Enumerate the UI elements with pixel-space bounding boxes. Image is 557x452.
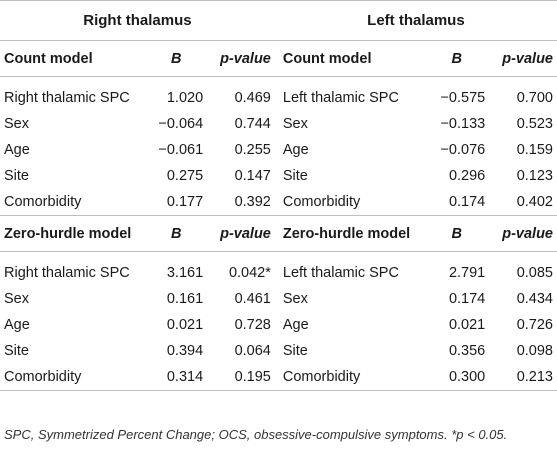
b-cell: 0.177 <box>166 194 204 210</box>
p-cell: 0.700 <box>516 90 553 106</box>
variable-cell: Left thalamic SPC <box>282 265 399 281</box>
b-cell: −0.575 <box>440 90 486 106</box>
results-table: Right thalamus Left thalamus Count model… <box>0 0 557 391</box>
variable-cell: Sex <box>4 291 29 307</box>
p-cell: 0.461 <box>234 291 271 307</box>
b-cell: 0.296 <box>448 168 486 184</box>
p-cell: 0.255 <box>234 142 271 158</box>
b-cell: −0.061 <box>158 142 204 158</box>
p-cell: 0.726 <box>516 317 553 333</box>
table-row: Age 0.021 0.728 Age 0.021 0.726 <box>0 312 557 338</box>
variable-cell: Site <box>282 168 308 184</box>
b-header-left: B <box>420 40 486 77</box>
variable-cell: Age <box>282 317 309 333</box>
table-row: Age −0.061 0.255 Age −0.076 0.159 <box>0 137 557 163</box>
table-row: Comorbidity 0.314 0.195 Comorbidity 0.30… <box>0 364 557 391</box>
table-row: Sex −0.064 0.744 Sex −0.133 0.523 <box>0 111 557 137</box>
b-cell: 0.021 <box>448 317 486 333</box>
count-header-row: Count model B p-value Count model B p-va… <box>0 40 557 77</box>
variable-cell: Site <box>282 343 308 359</box>
zero-hurdle-label-right: Zero-hurdle model <box>0 215 142 252</box>
b-cell: 2.791 <box>448 265 486 281</box>
table-row: Right thalamic SPC 1.020 0.469 Left thal… <box>0 77 557 112</box>
b-cell: 3.161 <box>166 265 204 281</box>
b-cell: −0.064 <box>158 116 204 132</box>
zero-hurdle-header-row: Zero-hurdle model B p-value Zero-hurdle … <box>0 215 557 252</box>
p-header-right: p-value <box>203 40 275 77</box>
p-header-left: p-value <box>485 215 557 252</box>
variable-cell: Comorbidity <box>282 194 361 210</box>
b-header-right: B <box>141 40 204 77</box>
variable-cell: Comorbidity <box>0 364 142 391</box>
b-cell: 0.161 <box>166 291 204 307</box>
p-cell: 0.434 <box>516 291 553 307</box>
b-cell: 0.174 <box>448 194 486 210</box>
table-row: Sex 0.161 0.461 Sex 0.174 0.434 <box>0 286 557 312</box>
group-left-thalamus: Left thalamus <box>274 0 557 41</box>
variable-cell: Comorbidity <box>274 364 421 391</box>
p-header-left: p-value <box>485 40 557 77</box>
variable-cell: Comorbidity <box>4 194 82 210</box>
b-cell: 0.275 <box>166 168 204 184</box>
count-model-label-right: Count model <box>0 40 142 77</box>
p-cell: 0.147 <box>234 168 271 184</box>
group-right-thalamus: Right thalamus <box>0 0 275 41</box>
b-header-left: B <box>420 215 486 252</box>
p-cell: 0.728 <box>234 317 271 333</box>
p-header-right: p-value <box>203 215 275 252</box>
p-cell: 0.098 <box>516 343 553 359</box>
variable-cell: Left thalamic SPC <box>282 90 399 106</box>
table-row: Comorbidity 0.177 0.392 Comorbidity 0.17… <box>0 189 557 216</box>
table-row: Site 0.394 0.064 Site 0.356 0.098 <box>0 338 557 364</box>
b-cell: 0.174 <box>448 291 486 307</box>
p-cell: 0.744 <box>234 116 271 132</box>
p-cell: 0.523 <box>516 116 553 132</box>
p-cell: 0.392 <box>234 194 271 210</box>
b-cell: −0.076 <box>440 142 486 158</box>
variable-cell: Site <box>4 168 29 184</box>
p-cell: 0.213 <box>485 364 557 391</box>
variable-cell: Right thalamic SPC <box>4 90 130 106</box>
b-cell: 0.314 <box>141 364 204 391</box>
p-cell: 0.159 <box>516 142 553 158</box>
p-cell: 0.402 <box>516 194 553 210</box>
count-model-label-left: Count model <box>274 40 421 77</box>
b-cell: 0.021 <box>166 317 204 333</box>
b-cell: 0.300 <box>420 364 486 391</box>
b-cell: −0.133 <box>440 116 486 132</box>
variable-cell: Age <box>4 317 30 333</box>
group-header-row: Right thalamus Left thalamus <box>0 0 557 41</box>
zero-hurdle-label-left: Zero-hurdle model <box>274 215 421 252</box>
p-cell: 0.123 <box>516 168 553 184</box>
table-footnote: SPC, Symmetrized Percent Change; OCS, ob… <box>4 427 508 442</box>
p-cell: 0.042* <box>228 265 271 281</box>
variable-cell: Right thalamic SPC <box>4 265 130 281</box>
p-cell: 0.469 <box>234 90 271 106</box>
p-cell: 0.064 <box>234 343 271 359</box>
p-cell: 0.085 <box>516 265 553 281</box>
b-cell: 1.020 <box>166 90 204 106</box>
table-row: Site 0.275 0.147 Site 0.296 0.123 <box>0 163 557 189</box>
variable-cell: Sex <box>282 291 308 307</box>
variable-cell: Sex <box>282 116 308 132</box>
b-header-right: B <box>141 215 204 252</box>
variable-cell: Age <box>4 142 30 158</box>
b-cell: 0.356 <box>448 343 486 359</box>
variable-cell: Age <box>282 142 309 158</box>
variable-cell: Sex <box>4 116 29 132</box>
table-row: Right thalamic SPC 3.161 0.042* Left tha… <box>0 252 557 287</box>
p-cell: 0.195 <box>203 364 275 391</box>
variable-cell: Site <box>4 343 29 359</box>
b-cell: 0.394 <box>166 343 204 359</box>
